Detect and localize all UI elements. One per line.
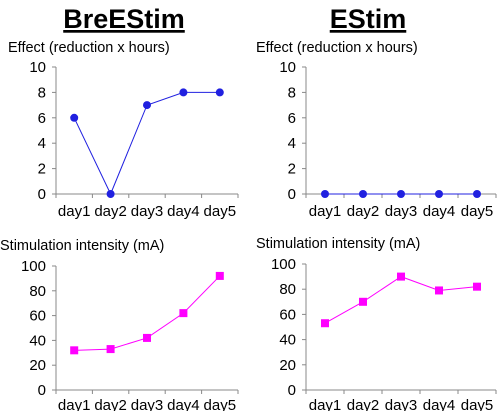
y-tick-label: 20 [29, 357, 46, 374]
data-point [215, 271, 224, 280]
x-tick-label: day3 [385, 397, 418, 411]
data-point [473, 190, 481, 198]
data-point [359, 190, 367, 198]
y-axis-title: Stimulation intensity (mA) [0, 238, 164, 254]
x-tick-label: day4 [167, 203, 200, 220]
y-tick-label: 40 [279, 332, 296, 349]
y-axis-title: Effect (reduction x hours) [8, 40, 170, 56]
y-tick-label: 10 [29, 59, 46, 76]
y-axis-title: Effect (reduction x hours) [256, 40, 418, 56]
x-tick-label: day1 [58, 397, 91, 411]
y-tick-label: 20 [279, 357, 296, 374]
series-line [324, 276, 478, 324]
x-tick-label: day1 [309, 397, 342, 411]
chart-panel-2: EStim Effect (reduction x hours) 0 2 4 6 8 10 da… [256, 4, 497, 220]
y-axis-title: Stimulation intensity (mA) [256, 236, 420, 252]
data-point [473, 282, 481, 291]
data-point [179, 309, 188, 318]
data-point [359, 297, 367, 306]
y-tick-label: 0 [38, 382, 46, 399]
data-point [435, 286, 443, 295]
y-tick-label: 80 [29, 283, 46, 300]
y-tick-label: 2 [288, 161, 296, 178]
x-tick-label: day2 [347, 397, 380, 411]
y-tick-label: 6 [38, 110, 46, 127]
x-tick-label: day3 [385, 203, 418, 220]
y-tick-label: 40 [29, 332, 46, 349]
y-tick-label: 60 [279, 306, 296, 323]
x-tick-label: day4 [167, 397, 200, 411]
x-tick-label: day4 [423, 203, 456, 220]
data-point [215, 88, 224, 97]
y-tick-label: 0 [288, 382, 296, 399]
data-point [397, 190, 405, 198]
data-point [321, 319, 329, 328]
y-tick-label: 0 [288, 186, 296, 203]
y-tick-label: 100 [21, 258, 46, 275]
data-point [70, 113, 79, 122]
y-tick-label: 80 [279, 281, 296, 298]
y-tick-label: 4 [288, 135, 296, 152]
x-tick-label: day1 [58, 203, 91, 220]
x-tick-label: day2 [94, 397, 127, 411]
data-point [106, 345, 115, 354]
chart-panel-3: Stimulation intensity (mA) 0 20 40 60 80 100 da… [0, 238, 239, 411]
x-tick-label: day5 [461, 397, 494, 411]
y-tick-label: 8 [288, 84, 296, 101]
x-tick-label: day3 [131, 203, 164, 220]
y-tick-label: 0 [38, 186, 46, 203]
y-tick-label: 10 [279, 59, 296, 76]
chart-panel-1: BreEStim Effect (reduction x hours) 0 2 4 6 8 1… [8, 4, 239, 220]
x-tick-label: day1 [309, 203, 342, 220]
chart-heading: EStim [330, 4, 407, 34]
x-tick-label: day2 [94, 203, 127, 220]
y-tick-label: 6 [288, 110, 296, 127]
data-point [143, 333, 151, 342]
x-tick-label: day5 [204, 203, 237, 220]
data-point [321, 190, 329, 198]
x-tick-label: day5 [204, 397, 237, 411]
y-tick-label: 60 [29, 308, 46, 325]
data-point [70, 346, 79, 355]
y-tick-label: 4 [38, 135, 46, 152]
data-point [143, 101, 151, 110]
y-tick-label: 2 [38, 161, 46, 178]
x-tick-label: day4 [423, 397, 456, 411]
data-point [397, 272, 405, 281]
y-tick-label: 8 [38, 84, 46, 101]
data-point [435, 190, 443, 198]
x-tick-label: day2 [347, 203, 380, 220]
data-point [106, 190, 115, 198]
chart-panel-4: Stimulation intensity (mA) 0 20 40 60 80 100 da… [256, 236, 497, 411]
data-point [179, 88, 188, 97]
y-tick-label: 100 [271, 256, 296, 273]
x-tick-label: day5 [461, 203, 494, 220]
x-tick-label: day3 [131, 397, 164, 411]
chart-heading: BreEStim [63, 4, 185, 34]
